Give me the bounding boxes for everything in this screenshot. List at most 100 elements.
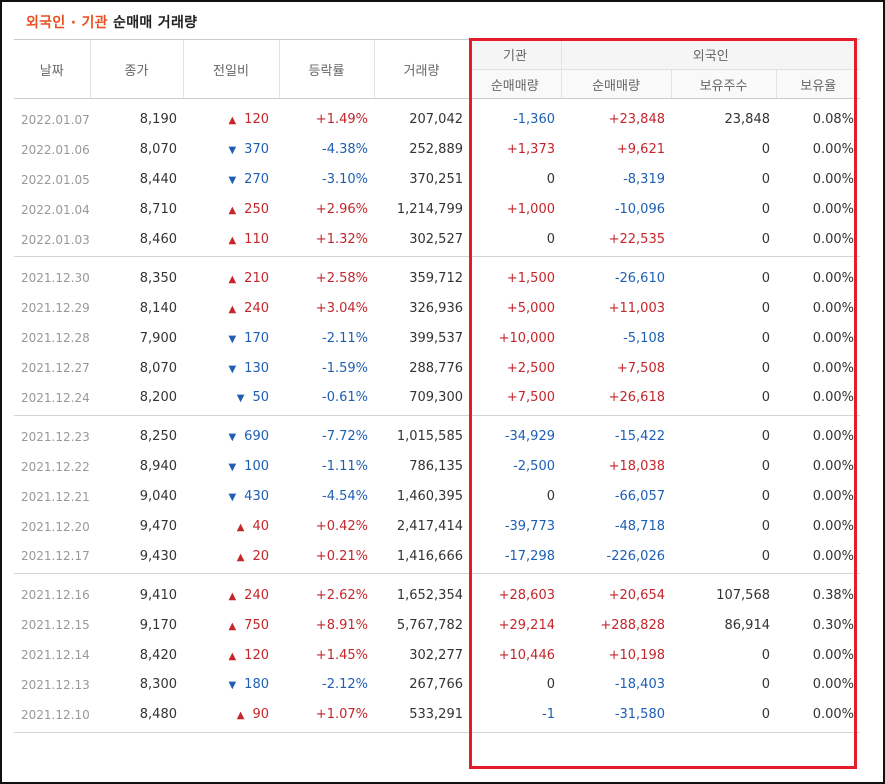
close-cell: 8,140: [139, 300, 177, 316]
close-cell: 8,250: [139, 429, 177, 445]
inst-net-cell: -2,500: [513, 459, 555, 475]
table-row: 2021.12.24 8,200 ▼ 50 -0.61% 709,300 +7,500 +26…: [14, 383, 860, 413]
ratio-cell: 0.00%: [812, 459, 854, 475]
rate-cell: -0.61%: [322, 390, 368, 406]
inst-net-cell: 0: [546, 677, 555, 693]
close-cell: 8,070: [139, 360, 177, 376]
table-row: 2021.12.10 8,480 ▲ 90 +1.07% 533,291 -1 -31,580…: [14, 700, 860, 730]
date-cell: 2021.12.13: [21, 677, 90, 692]
close-cell: 8,420: [139, 647, 177, 663]
change-cell: ▼ 130: [183, 353, 279, 383]
holdings-cell: 0: [761, 300, 770, 316]
table-row: 2021.12.29 8,140 ▲ 240 +3.04% 326,936 +5,000 +1…: [14, 293, 860, 323]
ratio-cell: 0.00%: [812, 677, 854, 693]
ratio-cell: 0.00%: [812, 142, 854, 158]
foreign-net-cell: +9,621: [616, 142, 665, 158]
close-cell: 9,170: [139, 617, 177, 633]
foreign-net-cell: -18,403: [614, 677, 665, 693]
inst-net-cell: -1: [542, 707, 555, 723]
rate-cell: -4.38%: [322, 142, 368, 158]
volume-cell: 1,416,666: [396, 548, 463, 564]
rate-cell: -2.12%: [322, 677, 368, 693]
close-cell: 9,470: [139, 519, 177, 535]
change-cell: ▲ 110: [183, 225, 279, 255]
table-row: 2021.12.28 7,900 ▼ 170 -2.11% 399,537 +10,000 -…: [14, 323, 860, 353]
rate-cell: -2.11%: [322, 330, 368, 346]
volume-cell: 207,042: [409, 112, 463, 128]
volume-cell: 786,135: [409, 459, 463, 475]
rate-cell: -1.11%: [322, 459, 368, 475]
date-cell: 2022.01.03: [21, 232, 90, 247]
arrow-up-icon: ▲: [236, 551, 245, 563]
volume-cell: 302,527: [409, 232, 463, 247]
table-row: 2021.12.20 9,470 ▲ 40 +0.42% 2,417,414 -39,773…: [14, 512, 860, 542]
foreign-net-cell: +11,003: [608, 300, 665, 316]
arrow-down-icon: ▼: [228, 492, 237, 504]
date-cell: 2021.12.20: [21, 519, 90, 534]
rate-cell: +1.49%: [315, 112, 368, 128]
table-row: 2021.12.21 9,040 ▼ 430 -4.54% 1,460,395 0 -66,0…: [14, 482, 860, 512]
volume-cell: 399,537: [409, 330, 463, 346]
volume-cell: 267,766: [409, 677, 463, 693]
ratio-cell: 0.38%: [812, 587, 854, 603]
inst-net-cell: +7,500: [506, 390, 555, 406]
arrow-down-icon: ▼: [236, 393, 245, 405]
inst-net-cell: +1,500: [506, 270, 555, 286]
date-cell: 2021.12.15: [21, 618, 90, 633]
close-cell: 8,190: [139, 112, 177, 128]
col-header-holdings: 보유주수: [670, 69, 776, 99]
arrow-up-icon: ▲: [236, 710, 245, 722]
close-cell: 8,710: [139, 202, 177, 218]
volume-cell: 288,776: [409, 360, 463, 376]
holdings-cell: 0: [761, 232, 770, 247]
change-cell: ▼ 170: [183, 323, 279, 353]
table-row: 2022.01.04 8,710 ▲ 250 +2.96% 1,214,799 +1,000…: [14, 195, 860, 225]
inst-net-cell: 0: [546, 172, 555, 188]
foreign-net-cell: -31,580: [614, 707, 665, 723]
close-cell: 9,410: [139, 587, 177, 603]
close-cell: 8,300: [139, 677, 177, 693]
holdings-cell: 0: [761, 429, 770, 445]
change-value: 40: [252, 519, 269, 535]
holdings-cell: 0: [761, 202, 770, 218]
date-cell: 2021.12.24: [21, 390, 90, 405]
volume-cell: 1,015,585: [396, 429, 463, 445]
rate-cell: +1.07%: [315, 707, 368, 723]
volume-cell: 370,251: [409, 172, 463, 188]
ratio-cell: 0.00%: [812, 489, 854, 505]
foreign-net-cell: +10,198: [608, 647, 665, 663]
foreign-net-cell: +20,654: [608, 587, 665, 603]
inst-net-cell: 0: [546, 489, 555, 505]
arrow-up-icon: ▲: [228, 590, 237, 602]
ratio-cell: 0.08%: [812, 112, 854, 128]
change-value: 180: [244, 677, 269, 693]
table-row: 2021.12.15 9,170 ▲ 750 +8.91% 5,767,782 +29,21…: [14, 610, 860, 640]
holdings-cell: 0: [761, 519, 770, 535]
inst-net-cell: -17,298: [504, 548, 555, 564]
arrow-down-icon: ▼: [228, 432, 237, 444]
foreign-net-cell: -5,108: [623, 330, 665, 346]
table-row: 2021.12.14 8,420 ▲ 120 +1.45% 302,277 +10,446 +…: [14, 640, 860, 670]
date-cell: 2022.01.07: [21, 112, 90, 127]
arrow-down-icon: ▼: [228, 462, 237, 474]
date-cell: 2021.12.14: [21, 648, 90, 663]
col-header-change: 전일비: [182, 39, 279, 99]
col-header-ratio: 보유율: [775, 69, 860, 99]
change-cell: ▼ 370: [183, 135, 279, 165]
foreign-net-cell: +23,848: [608, 112, 665, 128]
ratio-cell: 0.00%: [812, 202, 854, 218]
inst-net-cell: 0: [546, 232, 555, 247]
rate-cell: +2.96%: [315, 202, 368, 218]
change-value: 250: [244, 202, 269, 218]
foreign-net-cell: -15,422: [614, 429, 665, 445]
change-cell: ▲ 90: [183, 700, 279, 730]
close-cell: 8,200: [139, 390, 177, 406]
group-header-institution: 기관: [468, 39, 561, 70]
foreign-net-cell: -226,026: [606, 548, 665, 564]
date-cell: 2021.12.28: [21, 331, 90, 346]
table-row: 2021.12.30 8,350 ▲ 210 +2.58% 359,712 +1,500 -2…: [14, 263, 860, 293]
date-cell: 2021.12.22: [21, 459, 90, 474]
table-row: 2021.12.17 9,430 ▲ 20 +0.21% 1,416,666 -17,298…: [14, 541, 860, 571]
change-cell: ▼ 180: [183, 670, 279, 700]
close-cell: 9,040: [139, 489, 177, 505]
